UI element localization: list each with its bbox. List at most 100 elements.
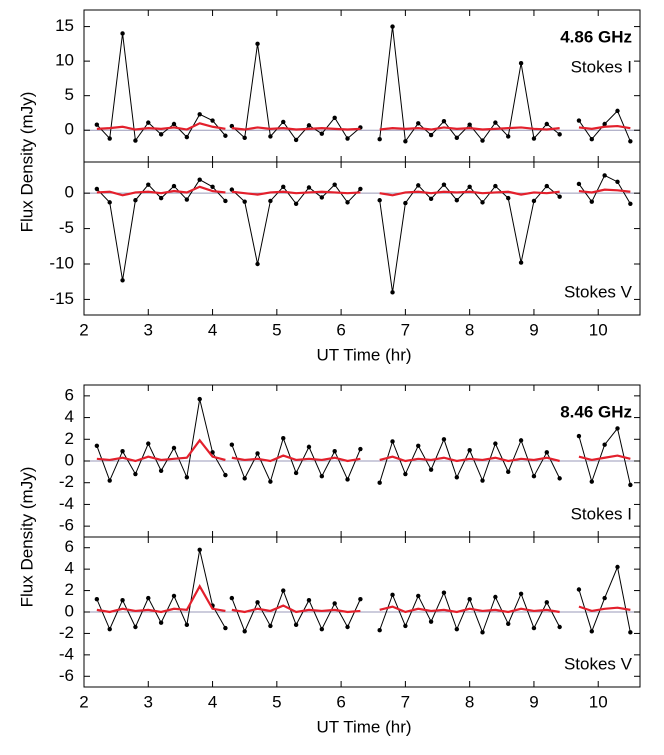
- data-point: [242, 629, 247, 634]
- data-point: [229, 442, 235, 447]
- data-point: [557, 194, 562, 199]
- data-point: [628, 139, 633, 144]
- data-point: [480, 200, 485, 205]
- x-tick-label: 9: [529, 692, 538, 711]
- data-point: [197, 547, 202, 553]
- data-point: [557, 624, 562, 630]
- data-point: [628, 201, 633, 206]
- data-point: [377, 480, 382, 485]
- data-point: [306, 123, 312, 128]
- data-point: [467, 184, 472, 189]
- data-point: [390, 24, 395, 29]
- data-point: [133, 198, 138, 203]
- x-tick-label: 10: [589, 320, 608, 339]
- series-line: [96, 26, 631, 143]
- plot-frame: [83, 9, 641, 163]
- data-point: [493, 441, 498, 446]
- data-point: [332, 601, 337, 606]
- data-point: [197, 112, 202, 117]
- data-point: [615, 179, 620, 185]
- series-line: [96, 584, 631, 614]
- data-point: [377, 198, 382, 203]
- data-point: [544, 183, 549, 189]
- x-tick-label: 6: [336, 320, 345, 339]
- x-axis-label: UT Time (hr): [316, 345, 411, 364]
- data-point: [428, 132, 434, 138]
- y-axis-label: Flux Density (mJy): [17, 92, 36, 233]
- y-tick-label: -4: [59, 644, 74, 663]
- data-point: [454, 135, 460, 141]
- y-tick-label: 2: [65, 429, 74, 448]
- data-point: [184, 622, 190, 628]
- data-point: [416, 183, 421, 188]
- data-point: [506, 195, 511, 201]
- x-tick-label: 6: [336, 692, 345, 711]
- data-point: [557, 132, 562, 137]
- x-tick-label: 2: [79, 692, 88, 711]
- data-point: [319, 474, 325, 479]
- y-tick-label: 6: [65, 385, 74, 404]
- data-point: [120, 598, 125, 603]
- y-tick-label: 4: [65, 407, 74, 426]
- y-tick-label: 0: [65, 450, 74, 469]
- data-point: [223, 133, 228, 138]
- data-point: [158, 620, 164, 625]
- annotation: Stokes V: [564, 282, 633, 301]
- x-tick-label: 5: [272, 692, 281, 711]
- data-point: [531, 625, 537, 631]
- y-tick-label: -5: [59, 218, 74, 237]
- data-point: [133, 471, 138, 477]
- y-tick-label: 15: [55, 16, 74, 35]
- data-point: [441, 182, 447, 187]
- x-tick-label: 4: [208, 320, 217, 339]
- data-point: [628, 630, 633, 635]
- data-point: [107, 478, 112, 483]
- data-point: [242, 135, 247, 141]
- data-point: [454, 626, 460, 632]
- data-point: [281, 119, 286, 125]
- data-point: [480, 630, 485, 635]
- data-point: [281, 184, 286, 189]
- data-point: [557, 476, 562, 481]
- series-line: [96, 438, 631, 463]
- data-point: [493, 594, 498, 600]
- y-tick-label: -4: [59, 494, 74, 513]
- data-point: [390, 439, 395, 444]
- data-point: [281, 588, 286, 593]
- data-point: [377, 137, 382, 142]
- data-point: [531, 136, 537, 141]
- data-point: [518, 591, 524, 596]
- x-tick-label: 7: [401, 320, 410, 339]
- data-point: [210, 118, 215, 123]
- data-point: [120, 278, 125, 283]
- data-point: [589, 629, 594, 634]
- y-axis-label: Flux Density (mJy): [17, 467, 36, 608]
- data-point: [107, 136, 112, 141]
- series-line: [96, 398, 631, 486]
- data-point: [428, 467, 434, 472]
- data-point: [506, 134, 511, 139]
- data-point: [242, 476, 247, 481]
- data-point: [223, 198, 228, 204]
- data-point: [589, 137, 594, 142]
- data-point: [403, 139, 408, 144]
- data-point: [531, 198, 537, 204]
- data-point: [197, 177, 202, 182]
- y-tick-label: -6: [59, 516, 74, 535]
- data-point: [268, 134, 273, 139]
- y-tick-label: 2: [65, 580, 74, 599]
- data-point: [467, 596, 472, 602]
- data-point: [255, 41, 260, 47]
- series-line: [96, 549, 631, 634]
- data-point: [493, 120, 498, 125]
- data-point: [306, 185, 312, 190]
- x-tick-label: 4: [208, 692, 217, 711]
- data-point: [493, 183, 498, 189]
- y-tick-label: -15: [49, 289, 74, 308]
- data-point: [518, 438, 524, 443]
- data-point: [416, 593, 421, 599]
- data-point: [146, 120, 151, 125]
- data-point: [544, 450, 549, 455]
- annotation: 4.86 GHz: [560, 27, 632, 46]
- x-tick-label: 8: [465, 320, 474, 339]
